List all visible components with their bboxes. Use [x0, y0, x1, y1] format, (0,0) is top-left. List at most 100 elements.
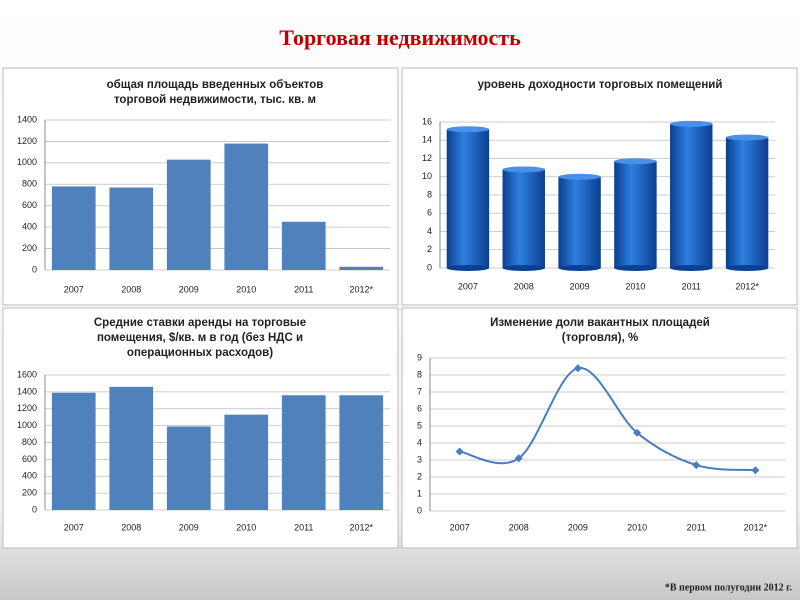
- bar: [339, 395, 384, 510]
- chart-title: операционных расходов): [127, 347, 273, 359]
- y-tick-label: 1400: [17, 114, 37, 124]
- y-tick-label: 400: [22, 222, 37, 232]
- y-tick-label: 800: [22, 179, 37, 189]
- x-tick-label: 2008: [514, 281, 534, 291]
- y-tick-label: 1000: [17, 420, 37, 430]
- bar-cap: [446, 126, 490, 133]
- bar: [166, 159, 211, 270]
- x-tick-label: 2009: [570, 281, 590, 291]
- y-tick-label: 1600: [17, 369, 37, 379]
- x-tick-label: 2012*: [735, 281, 759, 291]
- bar-base: [614, 265, 657, 271]
- y-tick-label: 5: [417, 420, 422, 430]
- x-tick-label: 2011: [687, 522, 706, 532]
- bar: [725, 137, 769, 268]
- point: [514, 454, 523, 463]
- x-tick-label: 2010: [625, 281, 645, 291]
- x-tick-label: 2007: [64, 522, 84, 532]
- footnote: *В первом полугодии 2012 г.: [665, 582, 793, 593]
- y-tick-label: 200: [22, 243, 37, 253]
- bar: [109, 386, 154, 510]
- bar-cap: [614, 158, 657, 165]
- chart-title: Средние ставки аренды на торговые: [94, 317, 306, 329]
- bar: [224, 143, 269, 270]
- x-tick-label: 2012*: [744, 522, 768, 532]
- bar: [281, 221, 326, 270]
- y-tick-label: 1400: [17, 386, 37, 396]
- bar-base: [558, 265, 601, 271]
- bar: [558, 176, 601, 268]
- y-tick-label: 12: [422, 153, 432, 163]
- y-tick-label: 9: [417, 352, 422, 362]
- x-tick-label: 2012*: [349, 284, 373, 294]
- bar: [51, 186, 96, 270]
- y-tick-label: 14: [422, 135, 432, 145]
- x-tick-label: 2009: [179, 522, 199, 532]
- y-tick-label: 1000: [17, 157, 37, 167]
- point: [751, 466, 760, 475]
- bar: [109, 187, 154, 270]
- bar-cap: [725, 134, 769, 141]
- x-tick-label: 2011: [294, 522, 313, 532]
- chart-title: уровень доходности торговых помещений: [478, 79, 723, 91]
- bar-base: [670, 265, 713, 271]
- bar: [502, 169, 545, 268]
- y-tick-label: 3: [417, 454, 422, 464]
- y-tick-label: 8: [417, 369, 422, 379]
- slide-title: Торговая недвижимость: [279, 25, 521, 50]
- x-tick-label: 2012*: [349, 522, 373, 532]
- y-tick-label: 10: [422, 171, 432, 181]
- bar: [224, 414, 269, 510]
- x-tick-label: 2010: [627, 522, 647, 532]
- y-tick-label: 1200: [17, 403, 37, 413]
- chart-title: помещения, $/кв. м в год (без НДС и: [97, 332, 303, 344]
- x-tick-label: 2008: [121, 284, 141, 294]
- y-tick-label: 1: [417, 488, 422, 498]
- y-tick-label: 16: [422, 116, 432, 126]
- chart-title: Изменение доли вакантных площадей: [490, 317, 710, 329]
- x-tick-label: 2011: [682, 281, 701, 291]
- bar-cap: [670, 120, 713, 127]
- bar-base: [725, 265, 769, 271]
- bar: [166, 426, 211, 510]
- point: [692, 461, 701, 470]
- y-tick-label: 0: [417, 505, 422, 515]
- bar-base: [446, 265, 490, 271]
- x-tick-label: 2010: [236, 522, 256, 532]
- y-tick-label: 6: [427, 208, 432, 218]
- panel: [401, 307, 798, 549]
- x-tick-label: 2007: [450, 522, 470, 532]
- bar: [614, 161, 657, 268]
- y-tick-label: 600: [22, 454, 37, 464]
- chart-title: (торговля), %: [562, 332, 638, 344]
- y-tick-label: 7: [417, 386, 422, 396]
- chart-title: торговой недвижимости, тыс. кв. м: [114, 94, 316, 106]
- y-tick-label: 8: [427, 189, 432, 199]
- x-tick-label: 2007: [64, 284, 84, 294]
- y-tick-label: 600: [22, 200, 37, 210]
- bar-cap: [558, 173, 601, 180]
- y-tick-label: 800: [22, 437, 37, 447]
- y-tick-label: 4: [417, 437, 422, 447]
- chart-title: общая площадь введенных объектов: [107, 79, 324, 91]
- bar: [51, 392, 96, 510]
- x-tick-label: 2011: [294, 284, 313, 294]
- y-tick-label: 0: [32, 504, 37, 514]
- bar: [670, 123, 713, 268]
- x-tick-label: 2009: [568, 522, 588, 532]
- y-tick-label: 6: [417, 403, 422, 413]
- bar-base: [502, 265, 545, 271]
- bar-cap: [502, 166, 545, 173]
- x-tick-label: 2009: [179, 284, 199, 294]
- y-tick-label: 2: [417, 471, 422, 481]
- y-tick-label: 2: [427, 244, 432, 254]
- bar: [281, 395, 326, 510]
- y-tick-label: 400: [22, 471, 37, 481]
- point: [633, 428, 642, 437]
- x-tick-label: 2008: [121, 522, 141, 532]
- bar: [339, 266, 384, 270]
- bar: [446, 129, 490, 268]
- y-tick-label: 4: [427, 226, 432, 236]
- point: [573, 364, 582, 373]
